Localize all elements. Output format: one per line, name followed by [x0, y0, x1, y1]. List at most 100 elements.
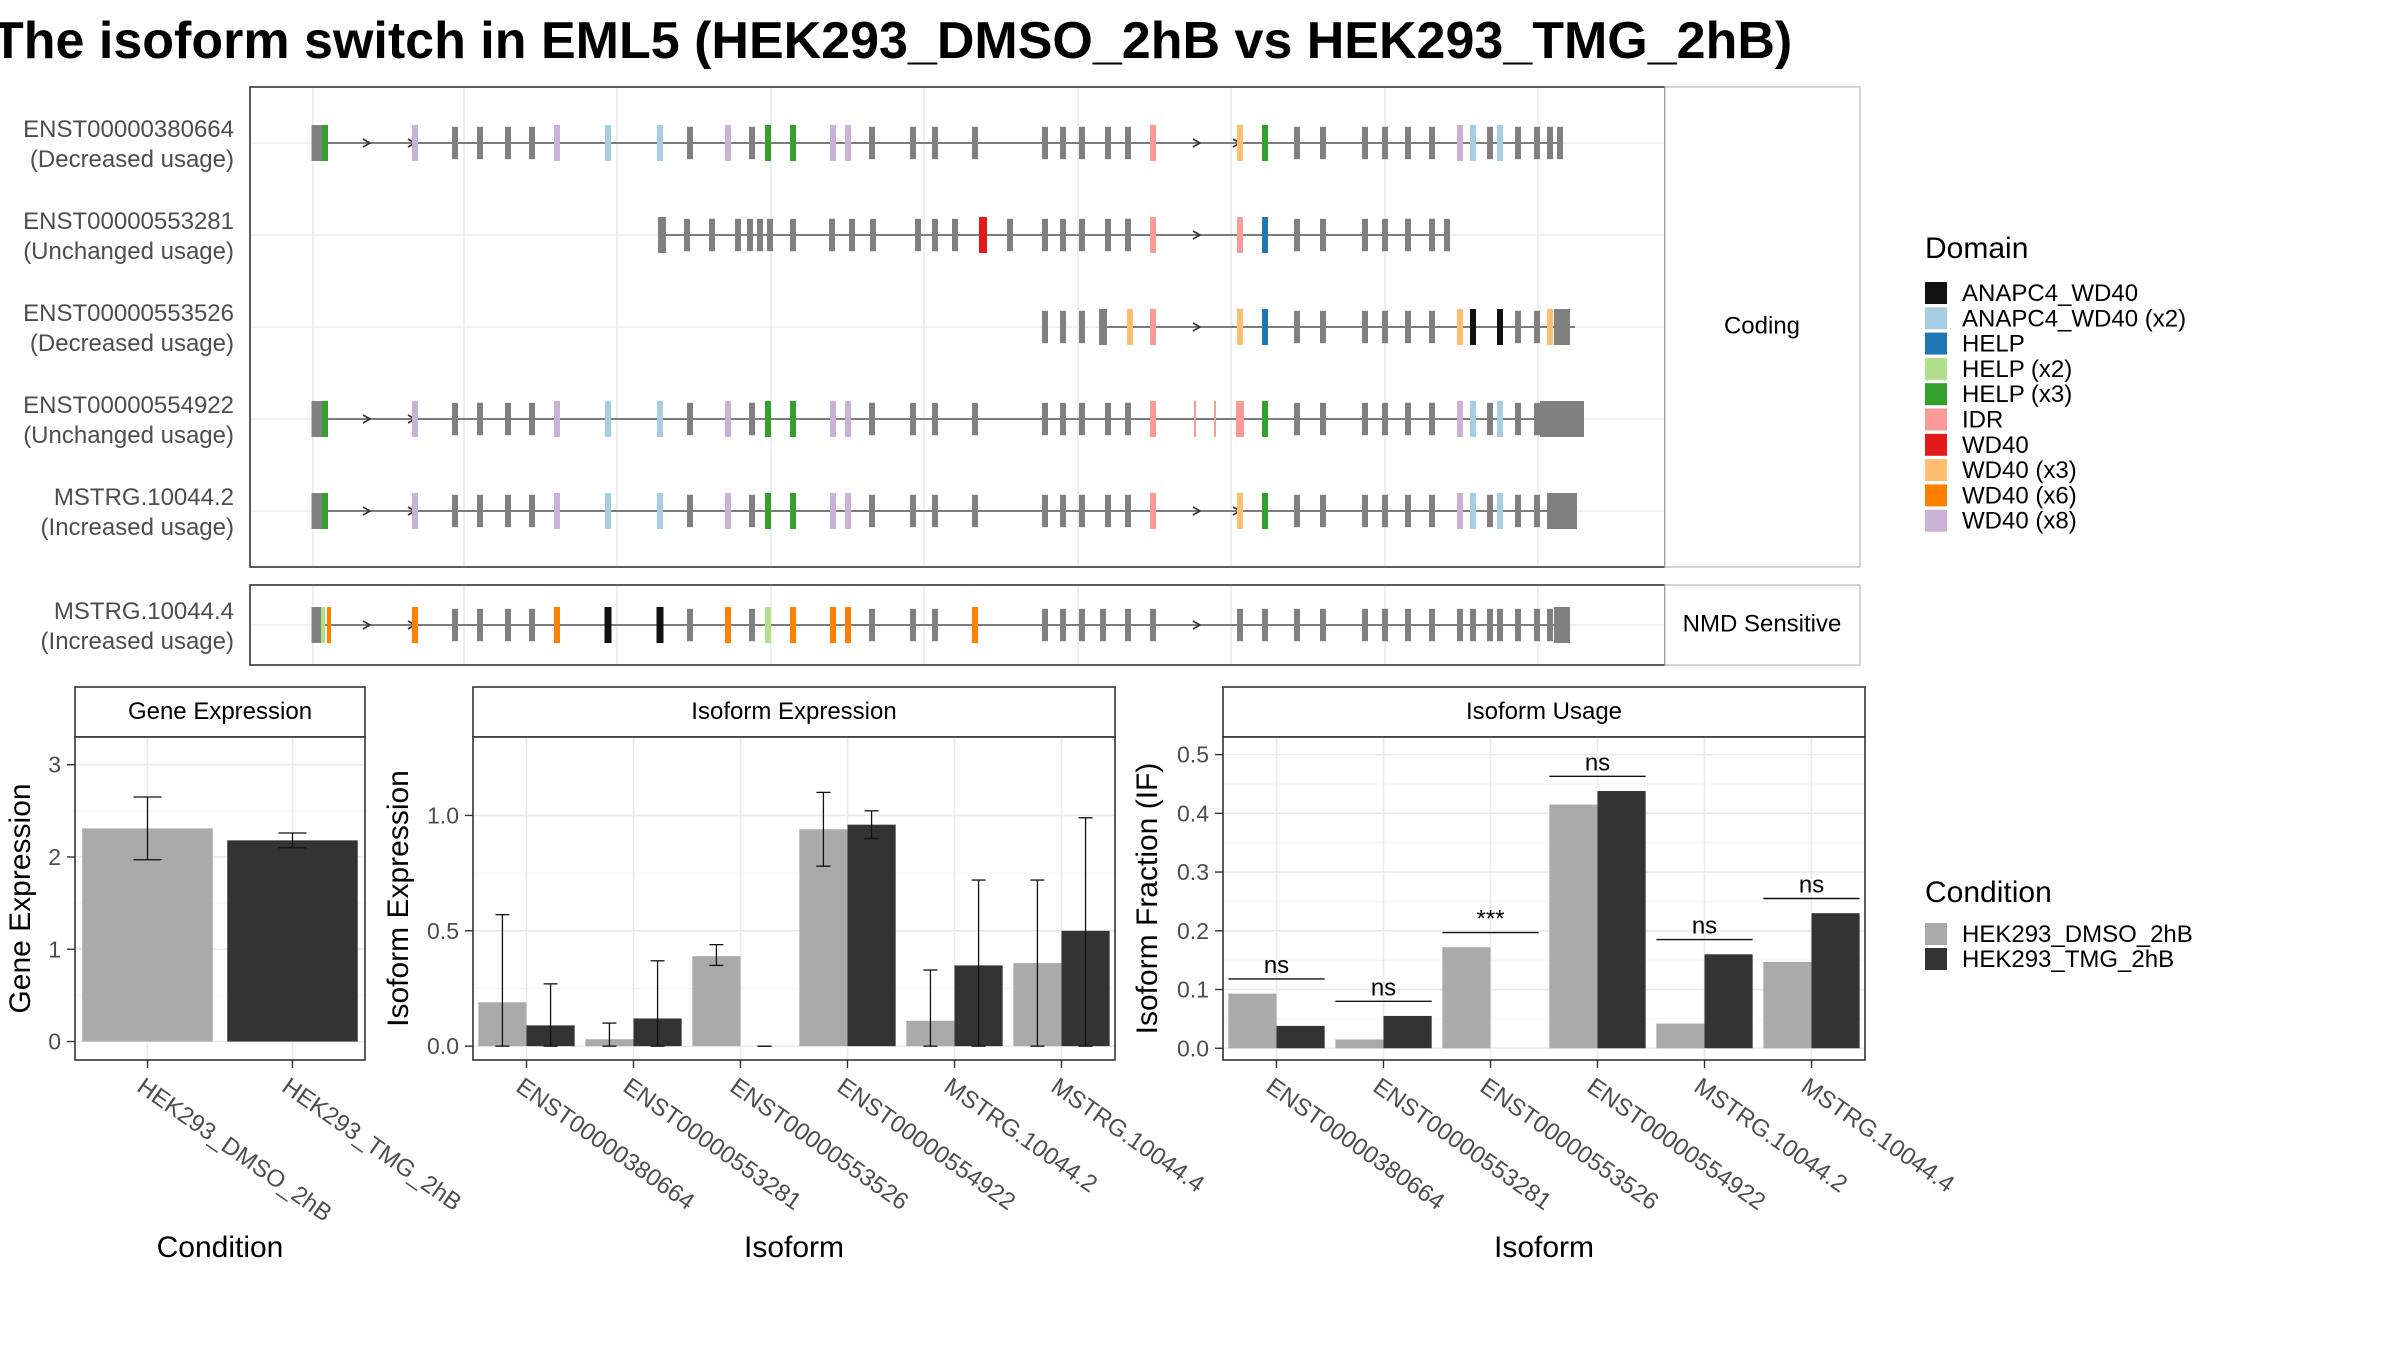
- exon: [1405, 402, 1411, 436]
- bar: [1811, 913, 1860, 1049]
- exon: [1294, 126, 1300, 160]
- exon: [684, 218, 690, 252]
- isoform-label: ENST00000554922: [23, 392, 234, 419]
- domain-exon: [1194, 401, 1196, 437]
- coding-strip: [1664, 86, 1861, 568]
- condition-legend-label: HEK293_DMSO_2hB: [1962, 921, 2193, 948]
- exon: [1060, 608, 1066, 642]
- domain-exon: [845, 607, 851, 643]
- exon: [1125, 402, 1131, 436]
- exon: [1362, 126, 1368, 160]
- panel-strip: [74, 686, 366, 738]
- domain-legend-label: HELP: [1962, 331, 2025, 358]
- exon: [1487, 608, 1493, 642]
- domain-exon: [790, 493, 796, 529]
- exon: [1320, 310, 1326, 344]
- domain-exon: [1237, 493, 1243, 529]
- domain-exon: [725, 125, 731, 161]
- domain-exon: [605, 401, 611, 437]
- strand-arrow: [1192, 230, 1202, 240]
- exon: [869, 126, 875, 160]
- exon: [1060, 126, 1066, 160]
- exon: [1262, 608, 1268, 642]
- exon: [1405, 310, 1411, 344]
- domain-exon: [830, 125, 836, 161]
- exon: [1429, 310, 1435, 344]
- exon: [1487, 126, 1493, 160]
- domain-legend-swatch: [1925, 433, 1947, 456]
- domain-exon: [1237, 125, 1243, 161]
- exon: [1547, 608, 1553, 642]
- y-tick-label: 0.5: [1177, 742, 1209, 768]
- exon: [1105, 402, 1111, 436]
- y-tick-label: 0.2: [1177, 918, 1209, 944]
- y-tick-label: 0.0: [427, 1033, 459, 1059]
- domain-exon: [1470, 401, 1476, 437]
- domain-legend-label: WD40 (x8): [1962, 508, 2077, 535]
- exon: [1079, 218, 1085, 252]
- bar: [1597, 791, 1646, 1049]
- bar: [1228, 993, 1277, 1049]
- exon: [1444, 218, 1450, 252]
- domain-exon: [1214, 401, 1216, 437]
- exon: [1534, 402, 1540, 436]
- domain-exon: [790, 607, 796, 643]
- y-tick-label: 0: [48, 1029, 61, 1055]
- bar: [1549, 804, 1598, 1049]
- exon: [687, 494, 693, 528]
- exon: [477, 608, 483, 642]
- domain-exon: [845, 401, 851, 437]
- exon: [932, 218, 938, 252]
- isoform-usage-label: (Unchanged usage): [23, 238, 234, 265]
- domain-exon: [412, 493, 418, 529]
- exon: [1294, 494, 1300, 528]
- domain-exon: [725, 401, 731, 437]
- exon: [972, 402, 978, 436]
- bar: [1276, 1025, 1325, 1049]
- exon: [452, 126, 458, 160]
- exon: [1125, 494, 1131, 528]
- exon: [1042, 126, 1048, 160]
- exon: [749, 494, 755, 528]
- exon: [1557, 126, 1563, 160]
- isoform-structure-panel: Coding NMD Sensitive ENST00000380664 (Dec…: [23, 86, 1861, 666]
- domain-exon: [1547, 309, 1553, 345]
- nmd-strip: [1664, 584, 1861, 666]
- condition-legend-swatch: [1925, 948, 1947, 970]
- exon: [849, 218, 855, 252]
- bar: [1656, 1023, 1705, 1049]
- domain-exon: [1262, 217, 1268, 253]
- isoform-track-mstrg.10044.2: MSTRG.10044.2 (Increased usage): [41, 484, 1577, 541]
- domain-legend-swatch: [1925, 383, 1947, 406]
- exon: [1105, 218, 1111, 252]
- exon: [869, 402, 875, 436]
- exon: [1320, 494, 1326, 528]
- strand-arrow: [362, 138, 372, 148]
- exon: [529, 608, 535, 642]
- exon: [790, 218, 796, 252]
- exon: [1405, 494, 1411, 528]
- domain-exon: [657, 401, 663, 437]
- plot-background: [1223, 737, 1865, 1060]
- isoform-label: MSTRG.10044.2: [54, 484, 234, 511]
- exon: [505, 494, 511, 528]
- x-tick-label: ENST00000380664: [1261, 1073, 1449, 1216]
- exon: [767, 218, 773, 252]
- domain-exon: [790, 125, 796, 161]
- exon: [529, 494, 535, 528]
- domain-exon: [1150, 125, 1156, 161]
- exon: [1079, 310, 1085, 344]
- domain-exon: [1150, 309, 1156, 345]
- isoform-label: ENST00000553281: [23, 208, 234, 235]
- isoform-track-enst00000553526: ENST00000553526 (Decreased usage): [23, 300, 1575, 357]
- exon: [1540, 401, 1584, 437]
- exon: [1100, 608, 1106, 642]
- exon: [932, 126, 938, 160]
- domain-exon: [1237, 217, 1243, 253]
- exon: [477, 402, 483, 436]
- isoform-usage-label: (Increased usage): [41, 514, 234, 541]
- domain-exon: [1457, 125, 1463, 161]
